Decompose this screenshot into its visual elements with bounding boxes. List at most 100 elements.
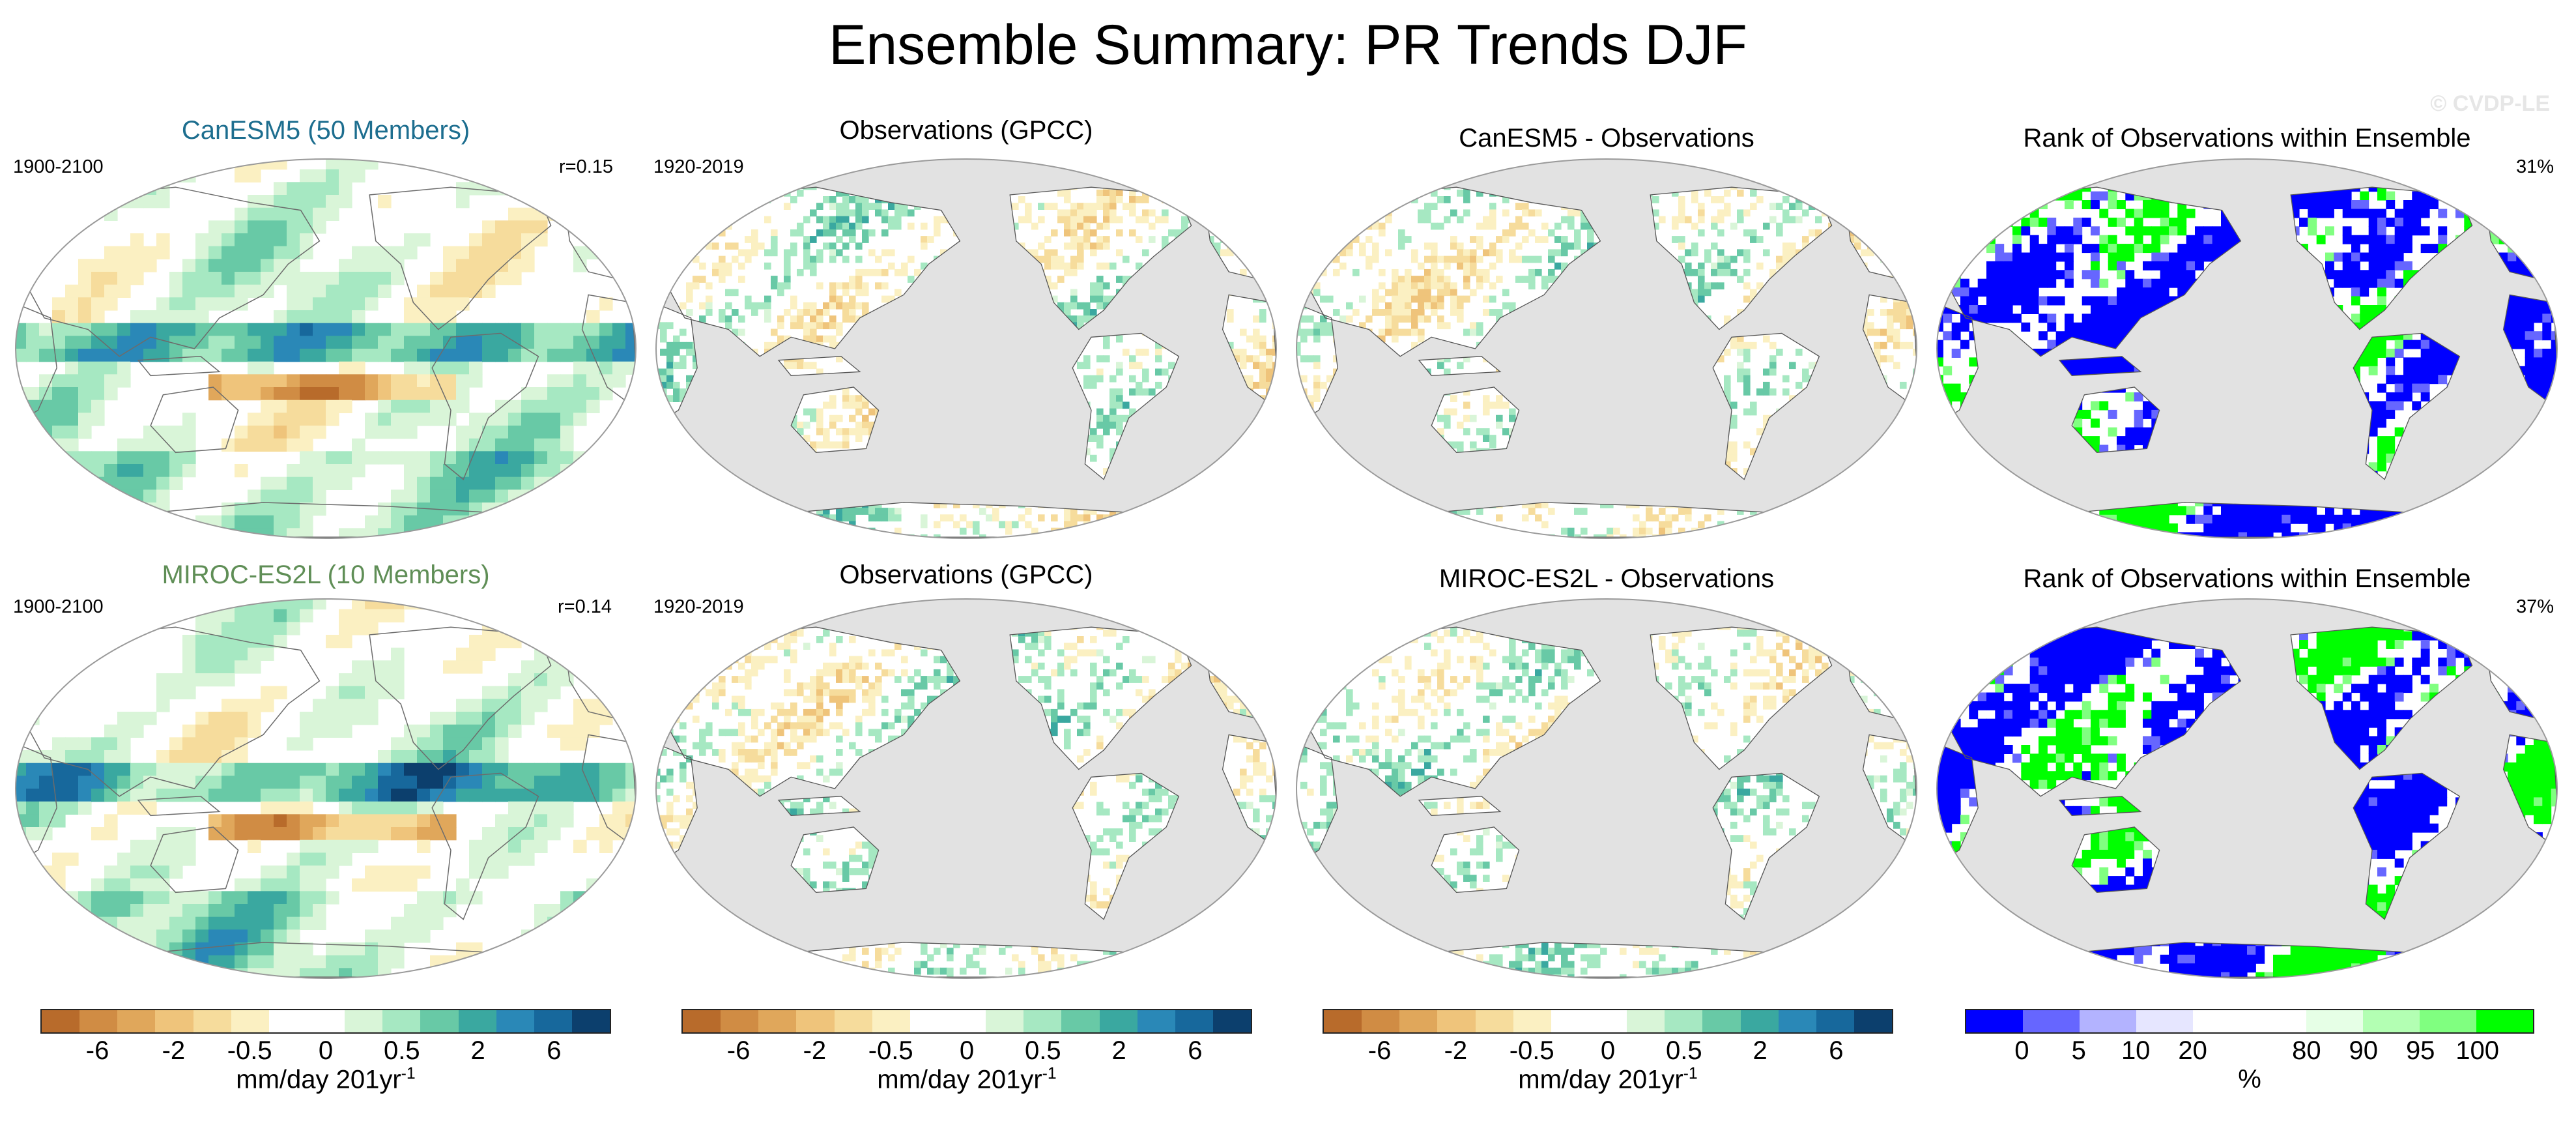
data-cell <box>1057 216 1065 224</box>
data-cell <box>1450 282 1457 290</box>
data-cell <box>823 527 830 535</box>
trend-cell <box>78 349 92 362</box>
data-cell <box>1077 249 1084 257</box>
trend-cell <box>469 272 483 285</box>
data-cell <box>1070 269 1078 276</box>
data-cell <box>1246 481 1253 489</box>
data-cell <box>1346 302 1353 310</box>
data-cell <box>719 527 726 535</box>
data-cell <box>881 249 889 257</box>
data-cell <box>1259 169 1267 177</box>
data-cell <box>1802 177 1809 184</box>
data-cell <box>1012 222 1019 230</box>
data-cell <box>1659 216 1666 224</box>
trend-cell <box>169 159 183 170</box>
trend-cell <box>78 323 92 336</box>
data-cell <box>1083 508 1091 515</box>
data-cell <box>1672 236 1679 243</box>
data-cell <box>1253 196 1260 203</box>
trend-cell <box>469 476 483 490</box>
data-cell <box>842 508 850 515</box>
data-cell <box>1463 189 1470 197</box>
data-cell <box>764 163 771 170</box>
data-cell <box>745 521 752 529</box>
trend-cell <box>443 336 457 349</box>
trend-cell <box>482 220 496 234</box>
data-cell <box>1678 255 1685 263</box>
data-cell <box>1346 169 1353 177</box>
data-cell <box>1320 501 1327 508</box>
data-cell <box>1296 441 1301 449</box>
data-cell <box>881 282 889 290</box>
trend-cell <box>78 310 92 324</box>
data-cell <box>686 501 693 508</box>
trend-cell <box>599 489 613 503</box>
trend-cell <box>143 182 157 196</box>
data-cell <box>1352 494 1360 502</box>
data-cell <box>732 242 739 250</box>
data-cell <box>666 368 674 376</box>
data-cell <box>862 269 869 276</box>
data-cell <box>790 295 797 303</box>
data-cell <box>719 269 726 276</box>
data-cell <box>1253 527 1260 535</box>
data-cell <box>1346 222 1353 230</box>
data-cell <box>1090 309 1097 316</box>
data-cell <box>1379 514 1386 522</box>
data-cell <box>1096 355 1104 362</box>
trend-cell <box>104 502 118 516</box>
data-cell <box>1326 322 1334 330</box>
trend-cell <box>482 502 496 516</box>
data-cell <box>680 196 687 203</box>
data-cell <box>1698 209 1705 217</box>
data-cell <box>1300 177 1308 184</box>
trend-cell <box>495 336 509 349</box>
data-cell <box>1207 196 1214 203</box>
data-cell <box>1266 521 1273 529</box>
data-cell <box>940 501 947 508</box>
data-cell <box>1737 349 1744 356</box>
data-cell <box>1201 501 1208 508</box>
data-cell <box>1717 216 1724 224</box>
data-cell <box>706 302 713 310</box>
trend-cell <box>274 349 287 362</box>
data-cell <box>1326 521 1334 529</box>
data-cell <box>829 342 837 349</box>
data-cell <box>732 196 739 203</box>
trend-cell <box>208 349 222 362</box>
data-cell <box>1333 255 1340 263</box>
data-cell <box>790 163 797 170</box>
data-cell <box>686 309 693 316</box>
data-cell <box>855 302 863 310</box>
data-cell <box>1031 527 1038 535</box>
data-cell <box>1129 203 1136 210</box>
data-cell <box>1496 236 1503 243</box>
trend-cell <box>404 310 418 324</box>
data-cell <box>771 163 778 170</box>
trend-cell <box>104 361 118 375</box>
data-cell <box>1509 302 1516 310</box>
data-cell <box>836 189 843 197</box>
data-cell <box>921 534 928 538</box>
data-cell <box>1181 189 1188 197</box>
data-cell <box>1352 169 1360 177</box>
trend-cell <box>248 387 261 401</box>
data-cell <box>823 534 830 538</box>
data-cell <box>914 269 921 276</box>
data-cell <box>1437 255 1444 263</box>
data-cell <box>855 196 863 203</box>
data-cell <box>1142 375 1149 383</box>
data-cell <box>1266 262 1273 270</box>
data-cell <box>1162 156 1169 164</box>
trend-cell <box>65 413 79 426</box>
data-cell <box>888 508 895 515</box>
coastline <box>790 386 880 453</box>
data-cell <box>1398 315 1405 323</box>
data-cell <box>1109 216 1117 224</box>
data-cell <box>1685 514 1692 522</box>
data-cell <box>1246 461 1253 469</box>
trend-cell <box>599 528 613 538</box>
data-cell <box>1457 255 1464 263</box>
data-cell <box>1307 355 1314 362</box>
data-cell <box>1848 488 1855 495</box>
